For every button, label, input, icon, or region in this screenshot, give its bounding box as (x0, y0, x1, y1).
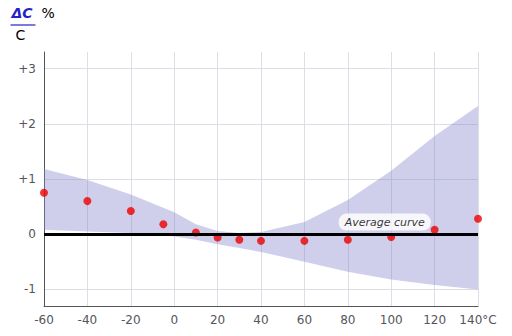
svg-text:C: C (16, 27, 26, 43)
svg-text:-40: -40 (78, 313, 98, 327)
svg-text:60: 60 (297, 313, 312, 327)
svg-text:-60: -60 (34, 313, 54, 327)
svg-text:%: % (42, 5, 55, 21)
svg-text:+1: +1 (18, 172, 36, 186)
svg-text:20: 20 (210, 313, 225, 327)
svg-text:-1: -1 (24, 282, 36, 296)
svg-text:140°C: 140°C (459, 313, 496, 327)
svg-text:80: 80 (340, 313, 355, 327)
svg-text:-20: -20 (121, 313, 141, 327)
svg-text:120: 120 (423, 313, 446, 327)
svg-text:Average curve: Average curve (344, 216, 425, 229)
svg-text:40: 40 (253, 313, 268, 327)
svg-text:+3: +3 (18, 62, 36, 76)
svg-text:ΔC: ΔC (11, 5, 34, 21)
svg-text:0: 0 (170, 313, 178, 327)
svg-text:100: 100 (380, 313, 403, 327)
svg-text:+2: +2 (18, 117, 36, 131)
svg-text:0: 0 (28, 227, 36, 241)
